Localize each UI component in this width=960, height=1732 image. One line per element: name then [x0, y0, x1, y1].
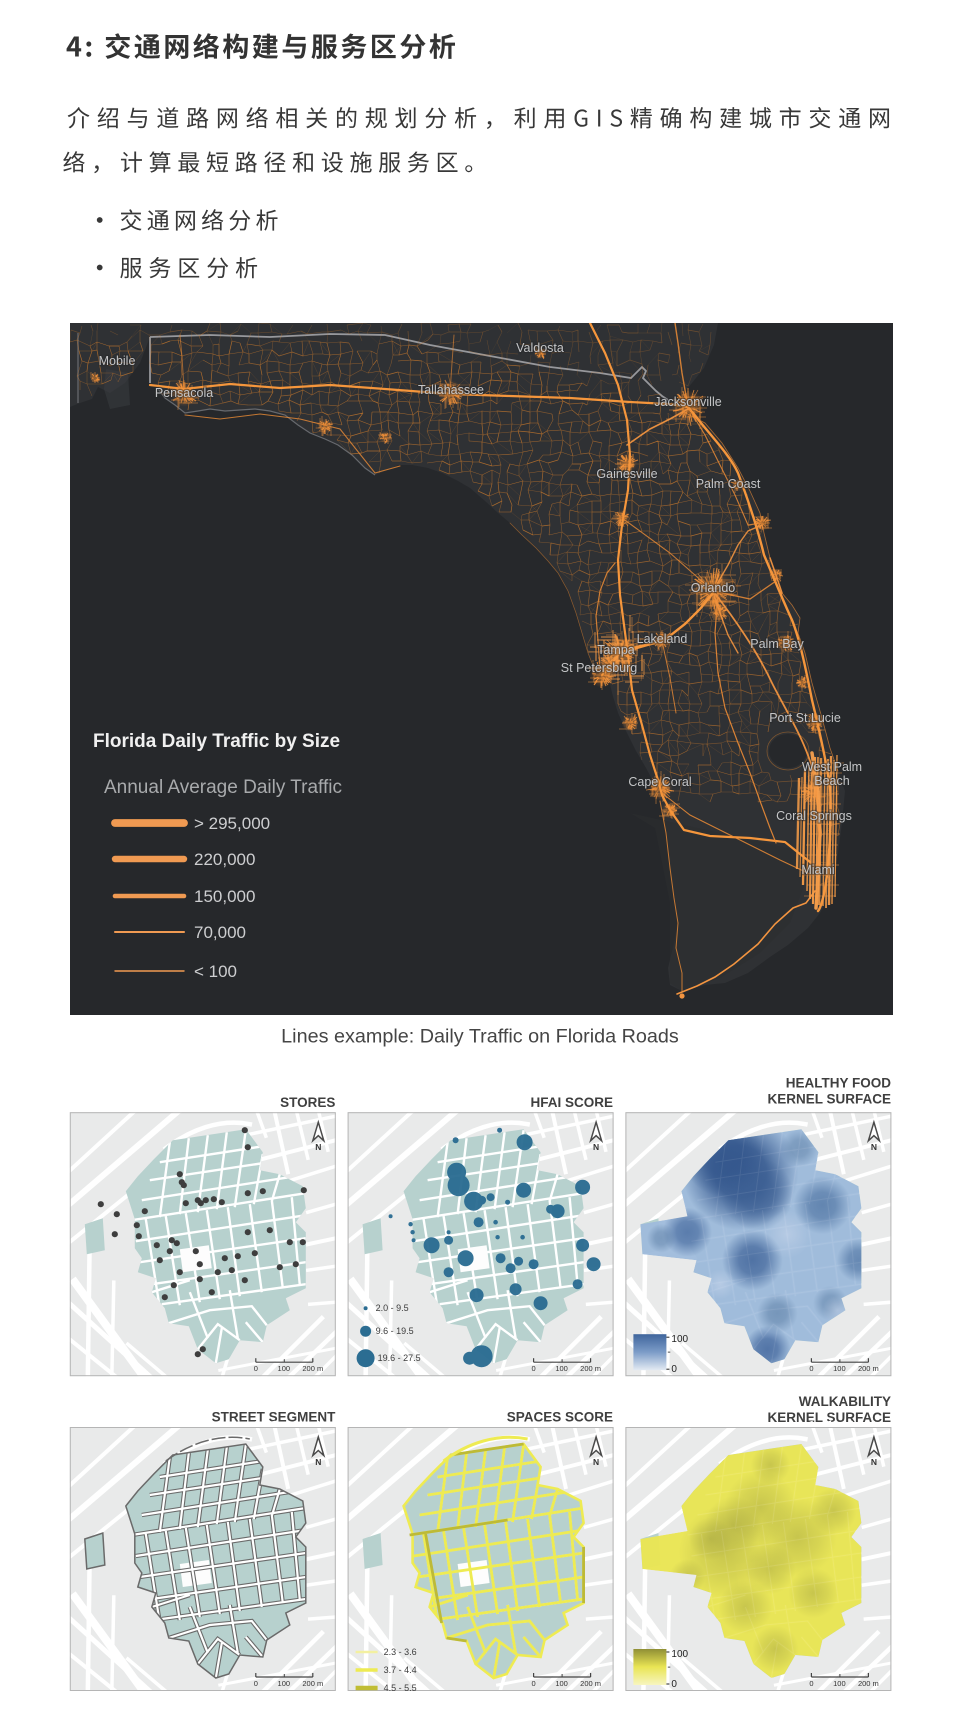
svg-text:Palm Bay: Palm Bay	[750, 637, 804, 651]
svg-text:19.6 - 27.5: 19.6 - 27.5	[378, 1353, 421, 1363]
svg-text:0: 0	[671, 1364, 677, 1375]
svg-text:2.0 - 9.5: 2.0 - 9.5	[376, 1303, 409, 1313]
svg-text:Orlando: Orlando	[691, 581, 736, 595]
svg-text:Lakeland: Lakeland	[637, 632, 688, 646]
svg-text:Beach: Beach	[814, 774, 849, 788]
svg-text:Palm Coast: Palm Coast	[696, 477, 761, 491]
svg-text:100: 100	[671, 1334, 688, 1345]
svg-text:-: -	[667, 1347, 670, 1358]
svg-text:Annual Average Daily Traffic: Annual Average Daily Traffic	[104, 777, 342, 798]
svg-text:220,000: 220,000	[194, 850, 255, 869]
svg-text:Jacksonville: Jacksonville	[654, 395, 721, 409]
svg-text:KERNEL SURFACE: KERNEL SURFACE	[767, 1092, 891, 1107]
svg-text:3.7 - 4.4: 3.7 - 4.4	[384, 1665, 417, 1675]
svg-text:STORES: STORES	[280, 1095, 335, 1110]
svg-text:4.5 - 5.5: 4.5 - 5.5	[384, 1683, 417, 1693]
svg-text:9.6 - 19.5: 9.6 - 19.5	[376, 1326, 414, 1336]
svg-text:St Petersburg: St Petersburg	[561, 661, 637, 675]
svg-text:2.3 - 3.6: 2.3 - 3.6	[384, 1647, 417, 1657]
svg-text:> 295,000: > 295,000	[194, 814, 270, 833]
svg-text:Gainesville: Gainesville	[596, 467, 657, 481]
svg-text:Tallahassee: Tallahassee	[418, 383, 484, 397]
svg-text:Port St.Lucie: Port St.Lucie	[769, 711, 841, 725]
svg-text:100: 100	[671, 1649, 688, 1660]
svg-text:150,000: 150,000	[194, 887, 255, 906]
svg-text:0: 0	[671, 1679, 677, 1690]
svg-text:KERNEL SURFACE: KERNEL SURFACE	[767, 1410, 891, 1425]
svg-text:< 100: < 100	[194, 962, 237, 981]
svg-text:Miami: Miami	[801, 863, 834, 877]
svg-text:Cape Coral: Cape Coral	[628, 775, 691, 789]
svg-text:70,000: 70,000	[194, 923, 246, 942]
svg-text:West Palm: West Palm	[802, 760, 862, 774]
svg-text:Pensacola: Pensacola	[155, 386, 213, 400]
svg-text:STREET SEGMENT: STREET SEGMENT	[212, 1410, 337, 1425]
svg-text:Lines example: Daily Traffic o: Lines example: Daily Traffic on Florida …	[281, 1026, 679, 1048]
svg-text:Coral Springs: Coral Springs	[776, 809, 852, 823]
svg-text:Florida Daily Traffic by Size: Florida Daily Traffic by Size	[93, 731, 340, 752]
svg-text:HEALTHY FOOD: HEALTHY FOOD	[786, 1076, 892, 1091]
svg-text:SPACES SCORE: SPACES SCORE	[507, 1410, 613, 1425]
svg-text:Mobile: Mobile	[99, 354, 136, 368]
svg-text:HFAI SCORE: HFAI SCORE	[530, 1095, 613, 1110]
svg-text:Valdosta: Valdosta	[516, 341, 564, 355]
svg-text:WALKABILITY: WALKABILITY	[799, 1394, 891, 1409]
svg-text:Tampa: Tampa	[597, 643, 635, 657]
svg-text:-: -	[667, 1662, 670, 1673]
